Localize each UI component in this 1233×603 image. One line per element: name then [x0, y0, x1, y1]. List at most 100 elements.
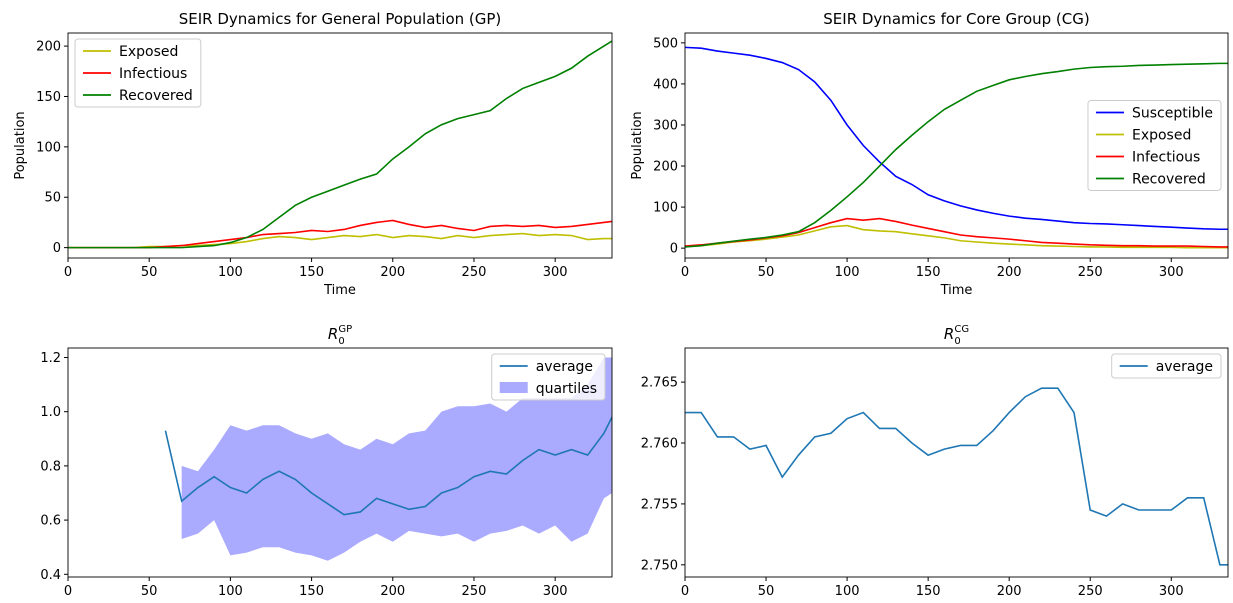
y-tick-label: 2.765: [641, 376, 678, 391]
plot-area: [164, 357, 612, 561]
legend-label: Infectious: [119, 66, 187, 82]
x-tick-label: 250: [1078, 265, 1103, 280]
y-axis-label: Population: [630, 111, 645, 179]
y-tick-label: 50: [44, 191, 61, 206]
y-tick-label: 200: [653, 160, 678, 175]
plot-area: [685, 46, 1228, 249]
axes-frame: [67, 347, 613, 578]
x-tick-label: 100: [218, 584, 243, 599]
legend-swatch: [499, 382, 528, 393]
x-tick-label: 50: [141, 584, 158, 599]
title-base: R: [328, 325, 338, 343]
plot-area: [685, 387, 1228, 566]
y-tick-label: 0.8: [40, 459, 61, 474]
legend: Exposed Infectious Recovered: [74, 38, 202, 108]
x-tick-label: 300: [1159, 265, 1184, 280]
x-tick-label: 0: [681, 265, 689, 280]
legend-label: quartiles: [536, 381, 597, 397]
x-tick-label: 0: [64, 584, 72, 599]
title-sup: CG: [954, 324, 969, 335]
y-tick-label: 200: [36, 40, 61, 55]
y-tick-label: 300: [653, 118, 678, 133]
x-tick-label: 150: [916, 584, 941, 599]
y-tick-label: 2.760: [641, 437, 678, 452]
chart-title: SEIR Dynamics for General Population (GP…: [179, 10, 502, 28]
panel: 0 50 100 150 200 250 300 0 50 100 150 200 Time Popula…: [13, 10, 613, 298]
legend-label: Infectious: [1132, 150, 1200, 166]
x-tick-label: 0: [681, 584, 689, 599]
x-tick-label: 250: [462, 584, 487, 599]
quartile-band: [181, 357, 612, 561]
x-tick-label: 0: [64, 265, 72, 280]
panel: 0 50 100 150 200 250 300 2.750 2.755 2.760 2.765 RC…: [641, 324, 1229, 599]
axes-frame: [67, 32, 613, 259]
chart-title: SEIR Dynamics for Core Group (CG): [823, 10, 1089, 28]
legend-label: Exposed: [1132, 128, 1191, 144]
x-tick-label: 150: [299, 265, 324, 280]
series-line: [164, 416, 612, 516]
x-tick-label: 300: [543, 265, 568, 280]
series-line: [685, 224, 1228, 249]
series-line: [68, 232, 612, 249]
series-line: [685, 46, 1228, 231]
x-tick-label: 50: [758, 265, 775, 280]
y-tick-label: 1.2: [40, 351, 61, 366]
y-tick-label: 0: [53, 241, 61, 256]
title-sub: 0: [954, 336, 960, 347]
series-line: [68, 40, 612, 249]
y-tick-label: 2.755: [641, 497, 678, 512]
legend: Susceptible Exposed Infectious Recovered: [1087, 100, 1222, 191]
x-tick-label: 200: [380, 584, 405, 599]
y-tick-label: 1.0: [40, 405, 61, 420]
x-tick-label: 100: [835, 584, 860, 599]
y-tick-label: 150: [36, 90, 61, 105]
x-tick-label: 250: [462, 265, 487, 280]
legend: average: [1111, 353, 1222, 379]
chart-title: RGP 0: [328, 324, 352, 347]
series-line: [685, 217, 1228, 248]
legend-label: Exposed: [119, 44, 178, 60]
legend-box: [74, 38, 202, 108]
legend-label: Susceptible: [1132, 106, 1213, 122]
y-tick-label: 100: [36, 140, 61, 155]
y-axis-label: Population: [13, 111, 28, 179]
x-tick-label: 200: [380, 265, 405, 280]
chart-title: RCG 0: [944, 324, 969, 347]
x-tick-label: 300: [1159, 584, 1184, 599]
series-line: [685, 387, 1228, 566]
y-tick-label: 0.6: [40, 514, 61, 529]
legend-box: [1111, 353, 1222, 379]
panel: 0 50 100 150 200 250 300 0 100 200 300 400 500 Time Po…: [630, 10, 1229, 298]
x-tick-label: 300: [543, 584, 568, 599]
axes-frame: [684, 32, 1229, 259]
y-tick-label: 400: [653, 77, 678, 92]
title-sub: 0: [338, 336, 344, 347]
y-tick-label: 0.4: [40, 568, 61, 583]
x-tick-label: 250: [1078, 584, 1103, 599]
legend-label: Recovered: [1132, 172, 1206, 188]
x-tick-label: 50: [141, 265, 158, 280]
y-tick-label: 100: [653, 201, 678, 216]
series-line: [685, 62, 1228, 248]
legend-box: [1087, 100, 1222, 191]
x-tick-label: 150: [916, 265, 941, 280]
plot-area: [68, 40, 612, 249]
legend-label: Recovered: [119, 88, 193, 104]
legend-label: average: [536, 359, 593, 375]
x-tick-label: 200: [997, 584, 1022, 599]
title-sup: GP: [338, 324, 352, 335]
axes-frame: [684, 347, 1229, 578]
x-tick-label: 200: [997, 265, 1022, 280]
x-tick-label: 100: [218, 265, 243, 280]
legend-label: average: [1156, 359, 1213, 375]
x-tick-label: 150: [299, 584, 324, 599]
y-tick-label: 0: [670, 242, 678, 257]
legend: average quartiles: [491, 353, 606, 401]
x-axis-label: Time: [940, 283, 973, 298]
y-tick-label: 2.750: [641, 558, 678, 573]
x-tick-label: 100: [835, 265, 860, 280]
title-base: R: [944, 325, 954, 343]
x-axis-label: Time: [323, 283, 356, 298]
